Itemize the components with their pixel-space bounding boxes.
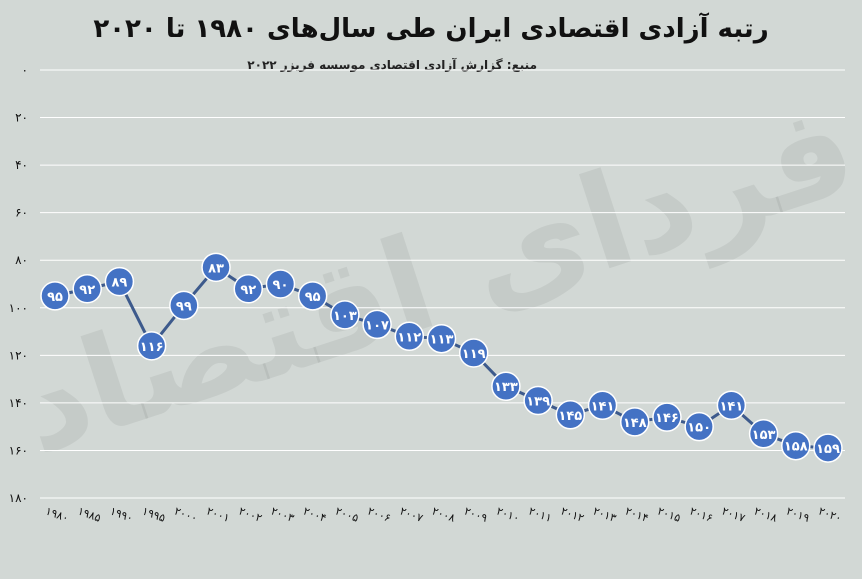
data-label: ۱۵۰	[687, 421, 711, 436]
data-point	[362, 309, 392, 340]
x-tick-label: ۱۹۸۵	[76, 505, 103, 525]
data-label: ۱۱۲	[397, 330, 421, 345]
x-tick-label: ۲۰۰۹	[462, 505, 489, 525]
y-tick-label: ۱۶۰	[9, 443, 28, 457]
data-point	[620, 407, 650, 437]
data-label: ۱۴۵	[558, 409, 582, 424]
data-point	[233, 274, 263, 304]
x-tick-label: ۲۰۱۱	[527, 505, 554, 525]
data-point	[426, 323, 457, 354]
x-tick-label: ۲۰۱۹	[785, 505, 812, 525]
data-label: ۸۳	[208, 261, 224, 276]
x-tick-label: ۲۰۰۰	[173, 505, 200, 525]
x-tick-label: ۲۰۱۵	[656, 505, 683, 525]
data-point	[169, 290, 199, 321]
data-point	[297, 281, 328, 311]
x-tick-label: ۲۰۰۳	[269, 505, 296, 525]
x-tick-label: ۲۰۰۵	[334, 505, 361, 525]
data-point	[330, 300, 360, 330]
data-label: ۱۰۷	[365, 318, 389, 333]
x-tick-label: ۲۰۰۱	[205, 505, 232, 525]
data-point	[394, 321, 425, 352]
x-tick-label: ۲۰۱۲	[559, 505, 586, 525]
x-tick-label: ۲۰۰۶	[366, 505, 393, 525]
x-tick-label: ۱۹۸۰	[44, 505, 71, 525]
y-tick-label: ۱۸۰	[9, 491, 28, 505]
y-tick-label: ۸۰	[15, 253, 28, 267]
data-label: ۹۵	[47, 290, 63, 305]
data-point	[684, 411, 714, 442]
data-point	[587, 390, 618, 421]
data-point	[136, 331, 167, 361]
x-tick-label: ۲۰۱۴	[624, 505, 651, 525]
data-label: ۹۲	[79, 283, 95, 298]
data-label: ۱۴۶	[655, 411, 679, 426]
data-point	[781, 430, 811, 461]
y-tick-label: ۱۲۰	[9, 348, 28, 362]
x-tick-label: ۲۰۱۳	[591, 505, 618, 525]
data-label: ۸۹	[111, 276, 127, 291]
data-point	[523, 385, 553, 416]
data-point	[813, 433, 843, 463]
x-tick-label: ۲۰۲۰	[817, 505, 844, 525]
data-label: ۱۰۳	[333, 309, 357, 324]
chart-title: رتبه آزادی اقتصادی ایران طی سال‌های ۱۹۸۰…	[93, 14, 769, 44]
y-tick-label: ۲۰	[15, 111, 28, 125]
data-label: ۱۱۹	[462, 347, 486, 362]
data-label: ۱۴۸	[623, 416, 647, 431]
data-point	[458, 338, 489, 368]
x-tick-label: ۲۰۱۷	[720, 505, 747, 525]
data-label: ۱۳۳	[494, 380, 518, 395]
data-point	[265, 269, 296, 299]
data-point	[748, 419, 779, 449]
data-label: ۱۱۶	[140, 340, 164, 355]
data-label: ۱۴۱	[591, 399, 615, 414]
chart-subtitle: منبع: گزارش آزادی اقتصادی موسسه فریزر ۲۰…	[247, 58, 537, 72]
data-label: ۱۵۸	[784, 440, 808, 455]
data-label: ۹۰	[273, 278, 289, 293]
data-point	[104, 266, 135, 297]
data-label: ۱۱۳	[430, 333, 454, 348]
data-point	[716, 390, 747, 421]
y-tick-label: ۰	[22, 63, 28, 77]
x-tick-label: ۲۰۱۶	[688, 505, 715, 525]
y-tick-label: ۴۰	[15, 158, 28, 172]
y-tick-label: ۶۰	[15, 206, 28, 220]
data-label: ۱۵۳	[752, 428, 776, 443]
x-tick-label: ۲۰۰۸	[430, 505, 457, 525]
x-tick-label: ۲۰۰۴	[301, 505, 328, 525]
data-point	[201, 252, 231, 283]
data-label: ۹۵	[305, 290, 321, 305]
data-label: ۱۴۱	[719, 399, 743, 414]
data-point	[652, 402, 682, 432]
x-tick-label: ۲۰۰۷	[398, 505, 425, 525]
x-tick-label: ۲۰۰۲	[237, 505, 264, 525]
data-point	[72, 274, 102, 304]
data-label: ۱۳۹	[526, 395, 550, 410]
data-label: ۱۵۹	[816, 442, 840, 457]
data-point	[40, 281, 70, 311]
x-tick-label: ۱۹۹۵	[140, 505, 167, 525]
x-tick-label: ۲۰۱۸	[752, 505, 779, 525]
y-tick-label: ۱۰۰	[9, 301, 28, 315]
data-label: ۹۹	[176, 299, 192, 314]
y-tick-label: ۱۴۰	[9, 396, 28, 410]
x-tick-label: ۱۹۹۰	[108, 505, 135, 525]
data-point	[491, 371, 521, 401]
data-label: ۹۲	[240, 283, 256, 298]
x-tick-label: ۲۰۱۰	[495, 505, 522, 525]
data-point	[555, 400, 586, 430]
